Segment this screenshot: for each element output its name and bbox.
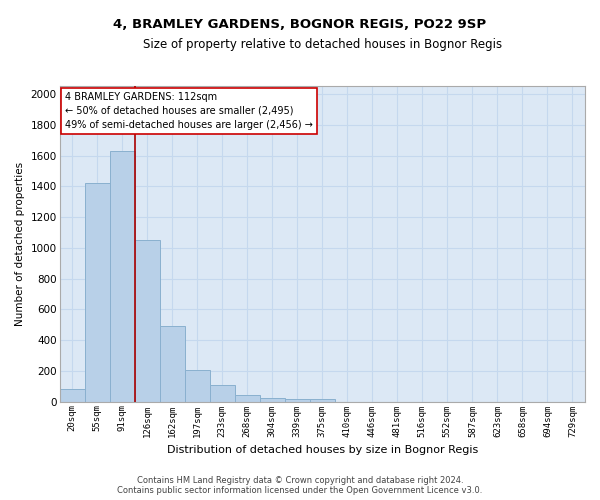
Bar (134, 240, 160, 402)
Title: Size of property relative to detached houses in Bognor Regis: Size of property relative to detached ho… (143, 38, 502, 51)
X-axis label: Distribution of detached houses by size in Bognor Regis: Distribution of detached houses by size … (167, 445, 478, 455)
Bar (285, 398, 310, 402)
Bar (210, 386, 235, 402)
Text: 4, BRAMLEY GARDENS, BOGNOR REGIS, PO22 9SP: 4, BRAMLEY GARDENS, BOGNOR REGIS, PO22 9… (113, 18, 487, 30)
Bar (185, 370, 210, 402)
Y-axis label: Number of detached properties: Number of detached properties (15, 162, 25, 326)
Bar (160, 326, 185, 402)
Text: Contains HM Land Registry data © Crown copyright and database right 2024.
Contai: Contains HM Land Registry data © Crown c… (118, 476, 482, 495)
Bar (85, 184, 110, 402)
Bar (310, 400, 335, 402)
Bar (260, 398, 285, 402)
Bar (235, 396, 260, 402)
Bar (59, 390, 85, 402)
Text: 4 BRAMLEY GARDENS: 112sqm
← 50% of detached houses are smaller (2,495)
49% of se: 4 BRAMLEY GARDENS: 112sqm ← 50% of detac… (65, 92, 313, 130)
Bar (110, 151, 134, 402)
